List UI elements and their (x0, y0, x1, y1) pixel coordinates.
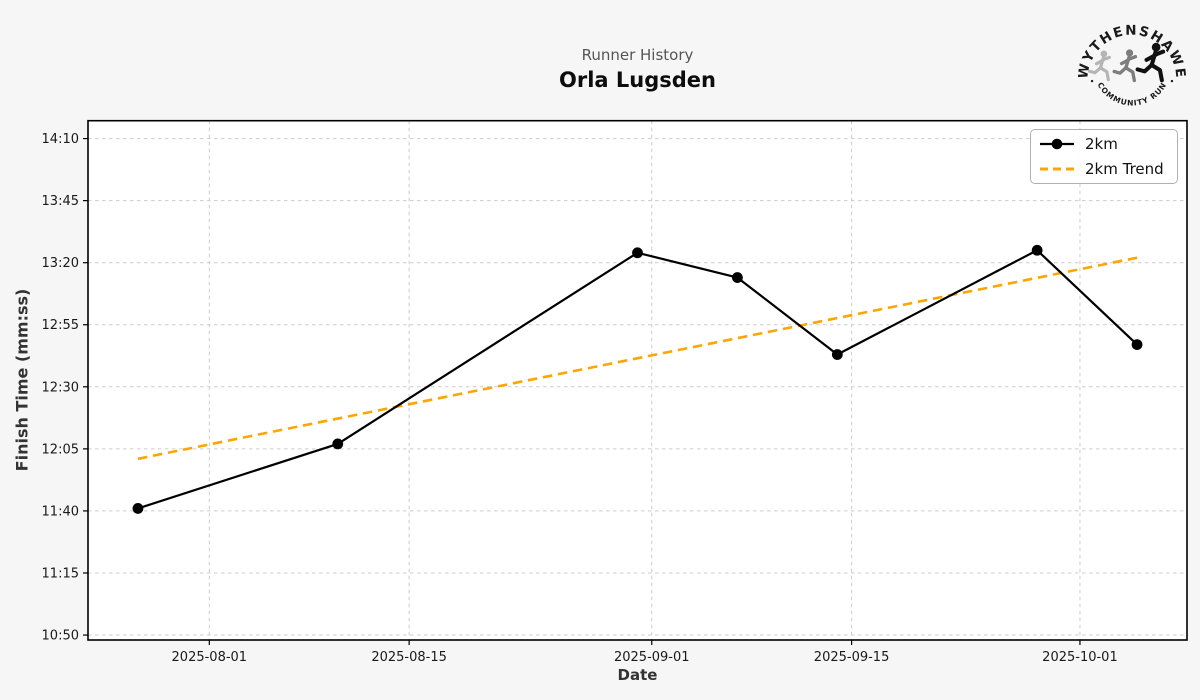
trend-line (137, 256, 1138, 461)
legend-dashed-line-icon (1040, 167, 1074, 171)
y-tick-label: 12:05 (42, 442, 79, 457)
logo-dot-right (1170, 79, 1174, 83)
legend-item-2km: 2km (1038, 133, 1177, 155)
x-tick-label: 2025-09-15 (814, 650, 890, 665)
plot-background (88, 120, 1187, 640)
y-tick-label: 11:15 (42, 566, 79, 581)
data-point-marker (632, 247, 643, 259)
y-tick-label: 14:10 (42, 132, 79, 147)
data-point-marker (332, 438, 344, 450)
chart-title: Orla Lugsden (559, 68, 716, 92)
y-tick-label: 12:30 (42, 380, 79, 395)
data-point-marker (1131, 339, 1143, 351)
y-tick-label: 10:50 (42, 629, 79, 644)
x-tick-label: 2025-08-01 (172, 650, 248, 665)
data-point-marker (1031, 244, 1043, 256)
legend-label-2km: 2km (1085, 135, 1118, 153)
runner-icon-mid (1112, 49, 1138, 83)
y-tick-label: 11:40 (42, 504, 79, 519)
y-tick-label: 13:45 (42, 194, 79, 209)
legend-label-2km-trend: 2km Trend (1085, 160, 1164, 178)
data-point-marker (732, 272, 743, 283)
legend-solid-line-marker-icon (1040, 138, 1074, 150)
legend-item-2km-trend: 2km Trend (1038, 158, 1177, 180)
legend: 2km 2km Trend (1030, 129, 1178, 184)
x-tick-label: 2025-08-15 (371, 650, 447, 665)
axes-frame (87, 119, 1188, 641)
logo-dot-left (1090, 79, 1094, 83)
runner-icon-dark (1135, 42, 1166, 83)
wythenshawe-community-run-logo: WYTHENSHAWE COMMUNITY RUN (1078, 23, 1186, 108)
data-point-marker (831, 349, 843, 360)
data-point-marker (132, 503, 144, 514)
x-axis-label: Date (617, 666, 658, 684)
x-tick-label: 2025-09-01 (614, 650, 690, 665)
y-axis-label: Finish Time (mm:ss) (12, 288, 32, 472)
runner-icon-light (1087, 50, 1111, 82)
chart-subtitle: Runner History (581, 46, 694, 64)
x-tick-label: 2025-10-01 (1042, 650, 1118, 665)
y-tick-label: 12:55 (42, 318, 79, 333)
y-tick-label: 13:20 (42, 256, 79, 271)
